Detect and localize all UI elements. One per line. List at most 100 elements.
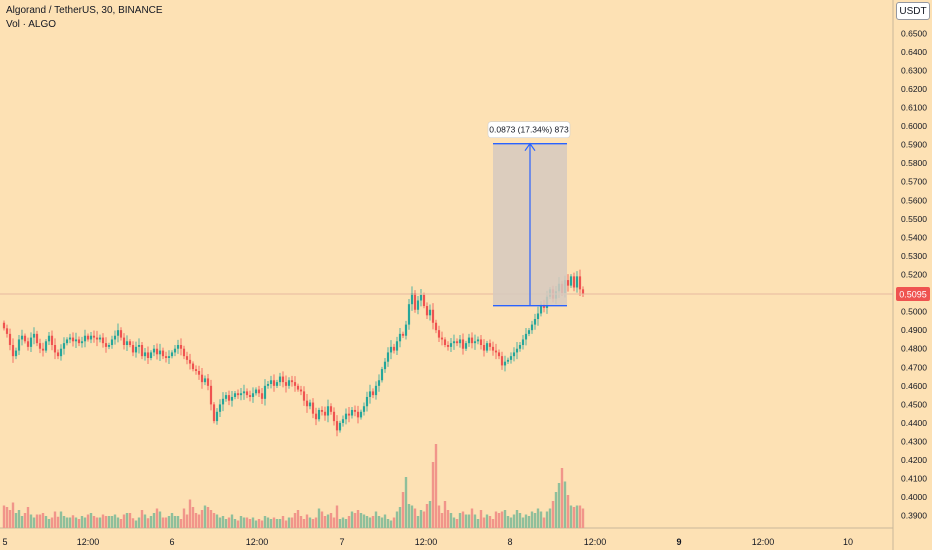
volume-bar — [440, 513, 444, 528]
currency-button[interactable]: USDT — [896, 2, 930, 20]
candle-body — [143, 352, 147, 357]
volume-bar — [200, 510, 204, 528]
volume-bar — [461, 511, 465, 528]
volume-bar — [77, 519, 81, 528]
candle-body — [512, 352, 516, 357]
volume-bar — [188, 499, 192, 528]
volume-bar — [95, 517, 99, 528]
volume-bar — [476, 519, 480, 528]
volume-bar — [569, 505, 573, 528]
volume-bar — [464, 514, 468, 528]
volume-bar — [248, 519, 252, 528]
candle-body — [17, 339, 21, 351]
symbol-title: Algorand / TetherUS, 30, BINANCE — [6, 5, 163, 16]
price-tick-label: 0.5200 — [901, 270, 927, 280]
volume-bar — [392, 517, 396, 528]
volume-bar — [371, 516, 375, 528]
candle-body — [152, 348, 156, 353]
volume-bar — [278, 519, 282, 528]
candle-body — [227, 395, 231, 401]
volume-bar — [449, 513, 453, 528]
volume-bar — [563, 481, 567, 528]
candle-body — [488, 343, 492, 347]
volume-bar — [386, 519, 390, 528]
volume-bar — [83, 517, 87, 528]
candle-body — [83, 335, 87, 342]
candle-body — [572, 276, 576, 288]
volume-bar — [479, 510, 483, 528]
candle-body — [23, 335, 27, 342]
candle-body — [77, 339, 81, 344]
candle-body — [380, 369, 384, 381]
candle-body — [260, 393, 264, 399]
volume-bar — [32, 517, 36, 528]
candle-body — [293, 382, 297, 386]
volume-bar — [383, 514, 387, 528]
volume-bar — [491, 519, 495, 528]
price-tick-label: 0.4100 — [901, 474, 927, 484]
volume-bar — [50, 517, 54, 528]
candle-body — [215, 411, 219, 422]
candle-body — [179, 345, 183, 349]
volume-bar — [551, 501, 555, 528]
volume-bar — [155, 508, 159, 528]
volume-bar — [338, 519, 342, 528]
candle-body — [158, 350, 162, 355]
volume-bar — [533, 513, 537, 528]
volume-bar — [11, 502, 15, 528]
candle-body — [449, 343, 453, 347]
volume-bar — [317, 508, 321, 528]
volume-bar — [311, 519, 315, 528]
volume-bar — [161, 517, 165, 528]
volume-bar — [410, 505, 414, 528]
volume-bar — [239, 516, 243, 528]
candle-body — [401, 333, 405, 336]
volume-bar — [374, 511, 378, 528]
volume-bar — [131, 518, 135, 528]
volume-bar — [212, 513, 216, 528]
candle-body — [389, 346, 393, 353]
volume-bar — [302, 519, 306, 528]
price-tick-label: 0.6100 — [901, 103, 927, 113]
volume-bar — [74, 517, 78, 528]
volume-bar — [245, 517, 249, 528]
candle-body — [275, 382, 279, 386]
volume-bar — [548, 508, 552, 528]
candle-body — [323, 411, 327, 416]
volume-bar — [260, 520, 264, 528]
volume-bar — [17, 510, 21, 528]
candle-body — [89, 335, 93, 340]
volume-bar — [227, 517, 231, 528]
volume-bar — [524, 514, 528, 528]
volume-bar — [293, 513, 297, 528]
volume-bar — [119, 519, 123, 528]
candle-body — [578, 276, 582, 290]
volume-bar — [71, 515, 75, 528]
candle-body — [443, 339, 447, 346]
candle-body — [350, 409, 354, 416]
volume-bar — [170, 513, 174, 528]
price-tick-label: 0.6000 — [901, 121, 927, 131]
candle-body — [368, 391, 372, 397]
candle-body — [206, 378, 210, 386]
candle-body — [71, 337, 75, 342]
volume-bar — [323, 516, 327, 528]
volume-bar — [284, 520, 288, 528]
volume-bar — [206, 507, 210, 528]
volume-bar — [125, 513, 129, 528]
candle-body — [107, 345, 111, 347]
candle-body — [68, 337, 72, 340]
volume-bar — [23, 513, 27, 528]
candle-body — [35, 333, 39, 344]
volume-bar — [341, 517, 345, 528]
volume-bar — [80, 516, 84, 528]
candle-body — [233, 393, 237, 397]
volume-bar — [215, 514, 219, 528]
candle-body — [209, 385, 213, 405]
candle-body — [44, 341, 48, 351]
candle-body — [377, 380, 381, 386]
volume-bar — [5, 507, 9, 528]
volume-bar — [41, 513, 45, 528]
candle-body — [398, 333, 402, 342]
